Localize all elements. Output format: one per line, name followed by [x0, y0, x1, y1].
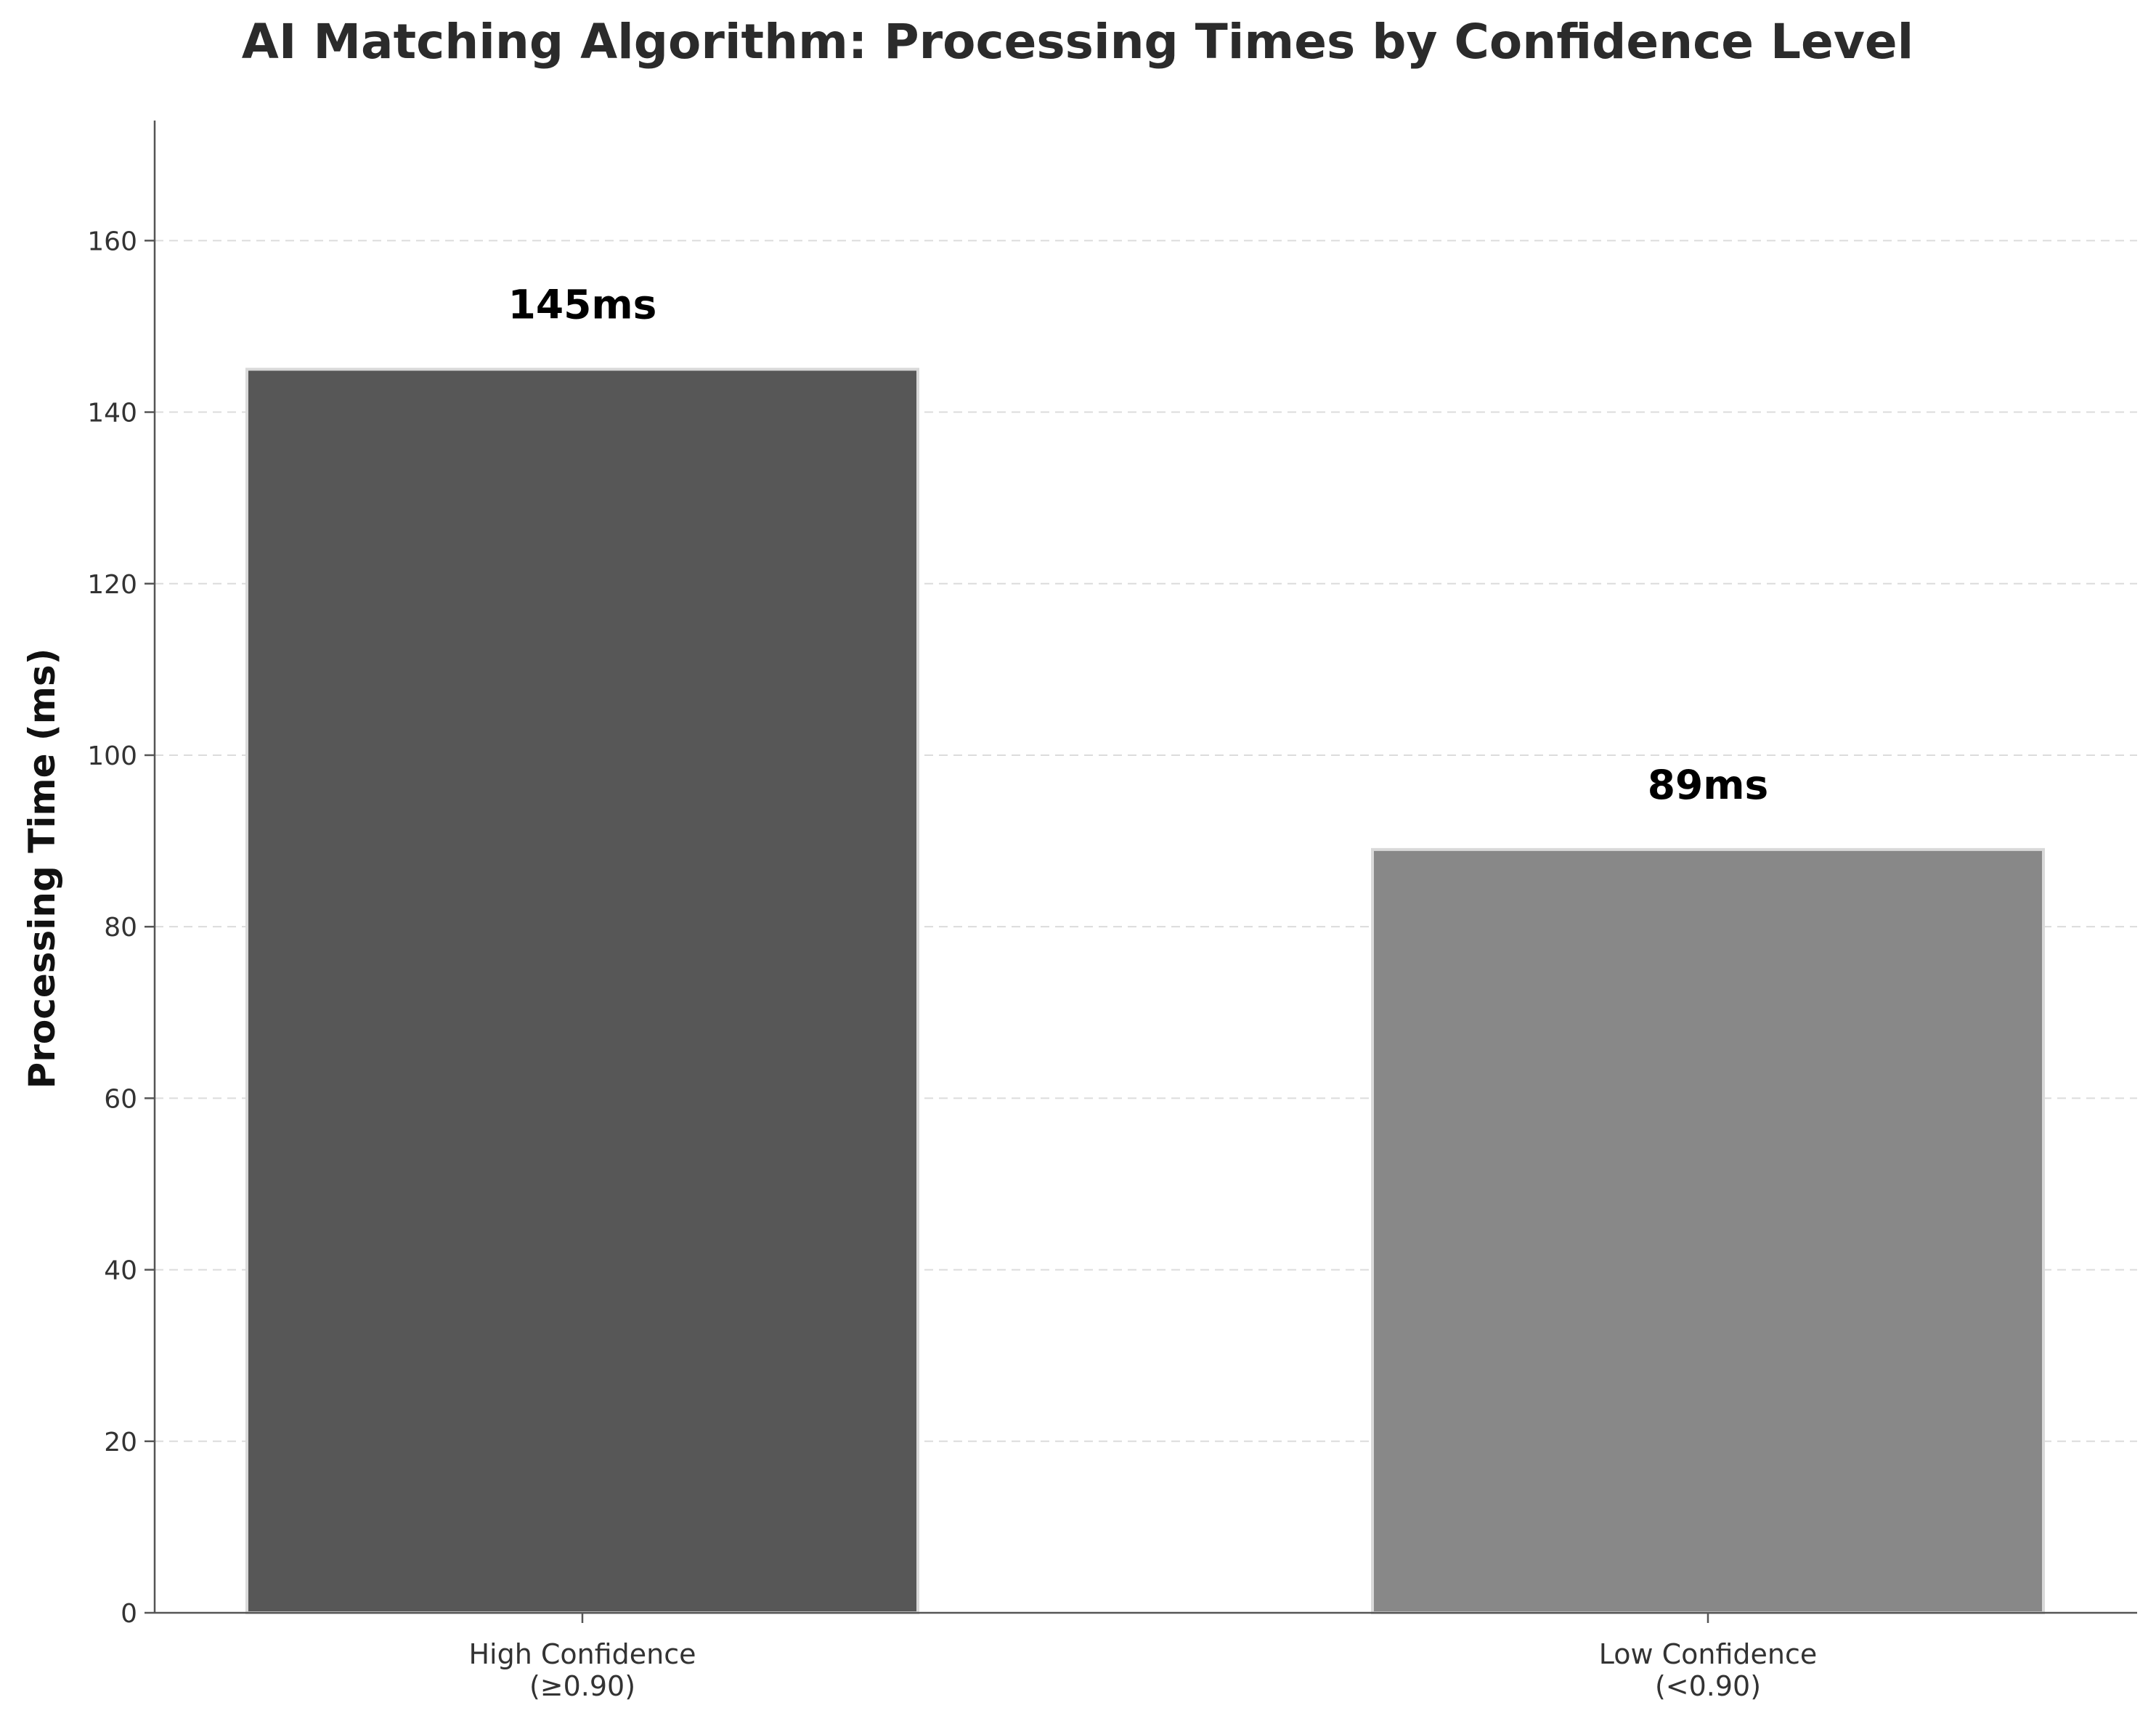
x-tick-label: (<0.90) [1655, 1670, 1761, 1702]
grid-lines [155, 240, 2137, 1442]
axes [153, 121, 2137, 1614]
y-axis-label: Processing Time (ms) [21, 648, 63, 1089]
y-tick-label: 120 [87, 570, 137, 600]
chart-title: AI Matching Algorithm: Processing Times … [242, 14, 1913, 70]
y-tick-label: 160 [87, 227, 137, 256]
data-labels: 145ms 89ms [508, 282, 1769, 808]
y-tick-label: 140 [87, 399, 137, 428]
bars [245, 367, 2045, 1614]
bar-low-confidence [1371, 847, 2045, 1614]
x-tick-label: (≥0.90) [529, 1670, 635, 1702]
y-ticks: 0 20 40 60 80 100 120 140 160 [87, 227, 155, 1629]
y-tick-label: 100 [87, 741, 137, 771]
y-tick-label: 80 [104, 913, 137, 943]
y-tick-label: 40 [104, 1256, 137, 1286]
bar-high-confidence [245, 367, 919, 1614]
x-tick-label: Low Confidence [1599, 1638, 1818, 1670]
y-tick-label: 60 [104, 1084, 137, 1114]
y-tick-label: 0 [121, 1599, 137, 1629]
x-tick-label: High Confidence [468, 1638, 696, 1670]
data-label: 89ms [1648, 762, 1769, 808]
data-label: 145ms [508, 282, 657, 328]
y-tick-label: 20 [104, 1428, 137, 1457]
x-ticks: High Confidence(≥0.90) Low Confidence(<0.… [468, 1613, 1817, 1702]
